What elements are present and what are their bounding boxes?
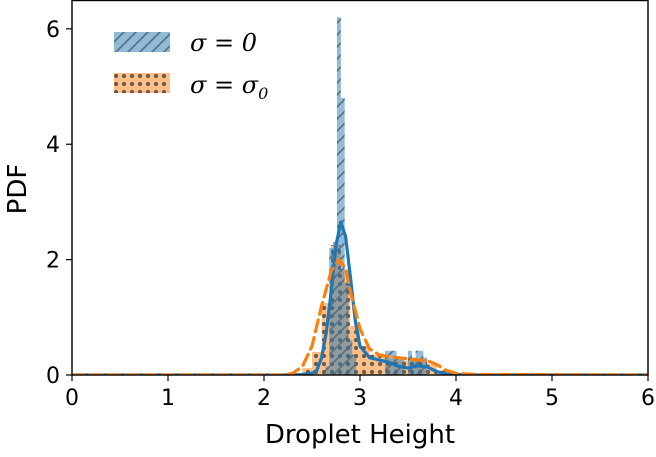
x-axis-title: Droplet Height <box>265 420 455 450</box>
x-tick-label-2: 2 <box>257 386 271 411</box>
x-tick-label-0: 0 <box>65 386 79 411</box>
y-axis-title: PDF <box>3 164 33 215</box>
legend-entry-sigma-zero: σ = 0 <box>114 29 257 57</box>
legend-swatch-orange-hatch <box>114 73 170 93</box>
hist-bar-hatch-series0-5 <box>344 282 349 375</box>
hist-bar-hatch-series1-7 <box>369 354 380 375</box>
y-axis: 0 2 4 6 <box>46 18 72 389</box>
legend-swatch-blue-hatch <box>114 32 170 52</box>
hist-bar-hatch-series1-0 <box>302 368 312 375</box>
hist-bar-hatch-series0-3 <box>336 17 341 375</box>
hist-bar-hatch-series1-5 <box>350 325 360 375</box>
hist-bar-hatch-series0-7 <box>352 354 357 375</box>
hist-bar-hatch-series1-6 <box>360 346 370 375</box>
hist-bar-hatch-series0-15 <box>415 350 420 375</box>
hist-bar-hatch-series0-2 <box>333 242 337 375</box>
legend-label-sigma-zero: σ = 0 <box>190 29 257 57</box>
y-tick-label-2: 4 <box>46 133 60 158</box>
x-tick-label-6: 6 <box>641 386 655 411</box>
x-tick-label-4: 4 <box>449 386 463 411</box>
y-tick-label-1: 2 <box>46 249 60 274</box>
kde-line-series0 <box>72 220 648 375</box>
hist-bar-hatch-series1-8 <box>379 354 389 375</box>
x-tick-label-3: 3 <box>353 386 367 411</box>
legend-label-subscript: 0 <box>258 84 268 103</box>
legend-label-sigma-sigma0: σ = σ0 <box>190 71 268 103</box>
legend: σ = 0 σ = σ0 <box>114 29 268 103</box>
x-tick-label-1: 1 <box>161 386 175 411</box>
plot-frame <box>71 0 649 376</box>
hist-bar-hatch-series0-13 <box>408 350 412 375</box>
legend-label-main: σ = σ <box>190 71 259 99</box>
hist-bar-hatch-series0-6 <box>348 340 353 375</box>
x-axis: 0 1 2 3 4 5 6 <box>65 375 655 411</box>
y-tick-label-3: 6 <box>46 18 60 43</box>
legend-entry-sigma-zero-sub: σ = σ0 <box>114 71 268 103</box>
kde-layer <box>72 220 648 375</box>
x-tick-label-5: 5 <box>545 386 559 411</box>
y-tick-label-0: 0 <box>46 364 60 389</box>
kde-line-series1 <box>72 258 648 375</box>
hist-bar-hatch-series0-10 <box>392 350 397 375</box>
bars-layer <box>302 17 447 375</box>
hist-bar-hatch-series0-0 <box>325 366 330 375</box>
hist-bar-hatch-series1-1 <box>312 351 322 375</box>
hist-bar-hatch-series0-1 <box>329 248 334 375</box>
hist-bar-hatch-series0-16 <box>419 350 424 375</box>
hist-bar-hatch-series0-4 <box>340 98 345 375</box>
